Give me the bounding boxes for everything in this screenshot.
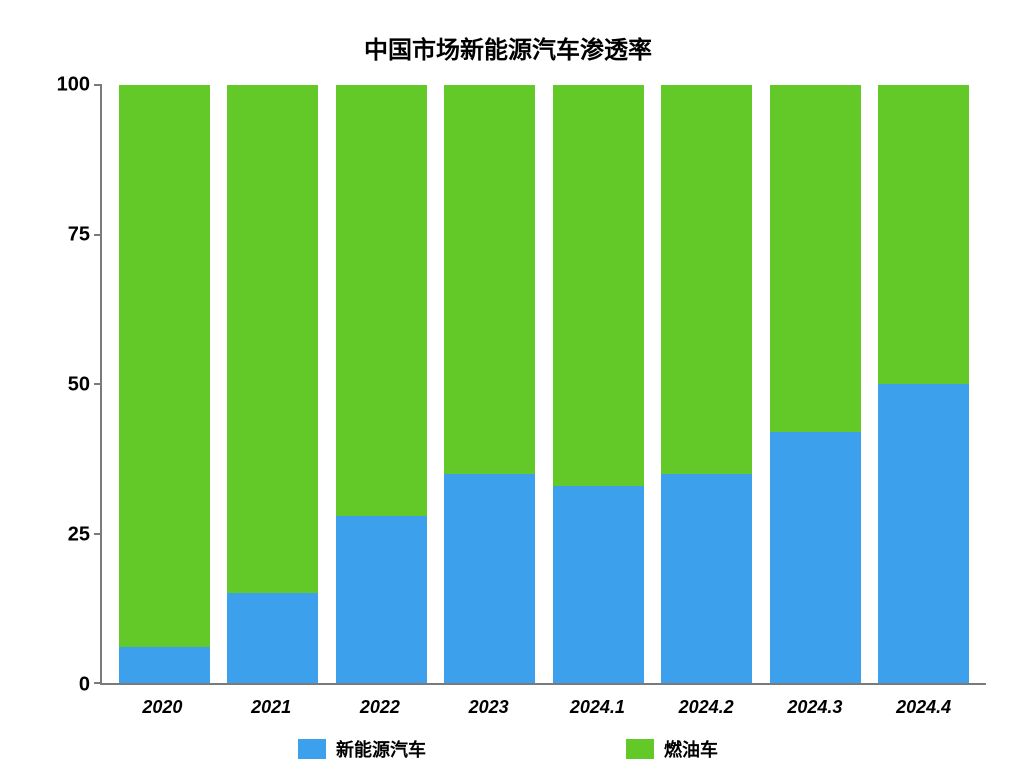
bar-segment-nev xyxy=(336,516,427,683)
bar-segment-nev xyxy=(227,593,318,683)
bar-segment-ice xyxy=(336,85,427,516)
y-tick-label: 0 xyxy=(30,674,90,697)
bar-segment-ice xyxy=(444,85,535,474)
chart-title: 中国市场新能源汽车渗透率 xyxy=(30,30,986,65)
x-tick-label: 2021 xyxy=(217,685,326,718)
bar-segment-nev xyxy=(553,486,644,683)
y-tick-label: 100 xyxy=(30,74,90,97)
plot-row: 0255075100 xyxy=(30,85,986,685)
legend-label: 燃油车 xyxy=(664,736,718,762)
bar-slot xyxy=(761,85,870,683)
bar xyxy=(661,85,752,683)
y-tick-label: 25 xyxy=(30,524,90,547)
bar xyxy=(878,85,969,683)
y-tick-label: 75 xyxy=(30,224,90,247)
x-tick-label: 2024.2 xyxy=(652,685,761,718)
legend-item: 燃油车 xyxy=(626,736,718,762)
bar-slot xyxy=(110,85,219,683)
y-tick-label: 50 xyxy=(30,374,90,397)
x-tick-label: 2024.4 xyxy=(869,685,978,718)
bars-group xyxy=(102,85,986,683)
bar-slot xyxy=(219,85,328,683)
bar xyxy=(119,85,210,683)
bar-segment-nev xyxy=(661,474,752,683)
bar-segment-ice xyxy=(878,85,969,384)
x-tick-label: 2024.1 xyxy=(543,685,652,718)
plot-area xyxy=(100,85,986,685)
bar-slot xyxy=(327,85,436,683)
bar xyxy=(770,85,861,683)
bar xyxy=(553,85,644,683)
bar-segment-ice xyxy=(553,85,644,486)
y-tick-mark xyxy=(94,533,102,535)
bar-segment-nev xyxy=(878,384,969,683)
chart-container: 中国市场新能源汽车渗透率 0 25 50 75 100 2020202120222023… xyxy=(0,0,1016,773)
bar-segment-ice xyxy=(119,85,210,647)
y-tick-mark xyxy=(94,682,102,684)
x-tick-label: 2020 xyxy=(108,685,217,718)
y-tick-mark xyxy=(94,383,102,385)
bar-slot xyxy=(544,85,653,683)
bar-slot xyxy=(436,85,545,683)
bar xyxy=(336,85,427,683)
legend-label: 新能源汽车 xyxy=(336,736,426,762)
legend-item: 新能源汽车 xyxy=(298,736,426,762)
bar-segment-ice xyxy=(770,85,861,432)
bar-segment-ice xyxy=(661,85,752,474)
y-tick-mark xyxy=(94,84,102,86)
legend: 新能源汽车 燃油车 xyxy=(30,736,986,762)
bar xyxy=(227,85,318,683)
x-tick-label: 2024.3 xyxy=(761,685,870,718)
bar xyxy=(444,85,535,683)
bar-slot xyxy=(653,85,762,683)
legend-swatch xyxy=(626,739,654,759)
bar-slot xyxy=(870,85,979,683)
x-tick-label: 2022 xyxy=(326,685,435,718)
bar-segment-nev xyxy=(119,647,210,683)
legend-swatch xyxy=(298,739,326,759)
y-tick-mark xyxy=(94,234,102,236)
bar-segment-ice xyxy=(227,85,318,593)
y-axis: 0255075100 xyxy=(30,85,100,685)
x-tick-label: 2023 xyxy=(434,685,543,718)
bar-segment-nev xyxy=(444,474,535,683)
bar-segment-nev xyxy=(770,432,861,683)
x-axis: 20202021202220232024.12024.22024.32024.4 xyxy=(100,685,986,718)
